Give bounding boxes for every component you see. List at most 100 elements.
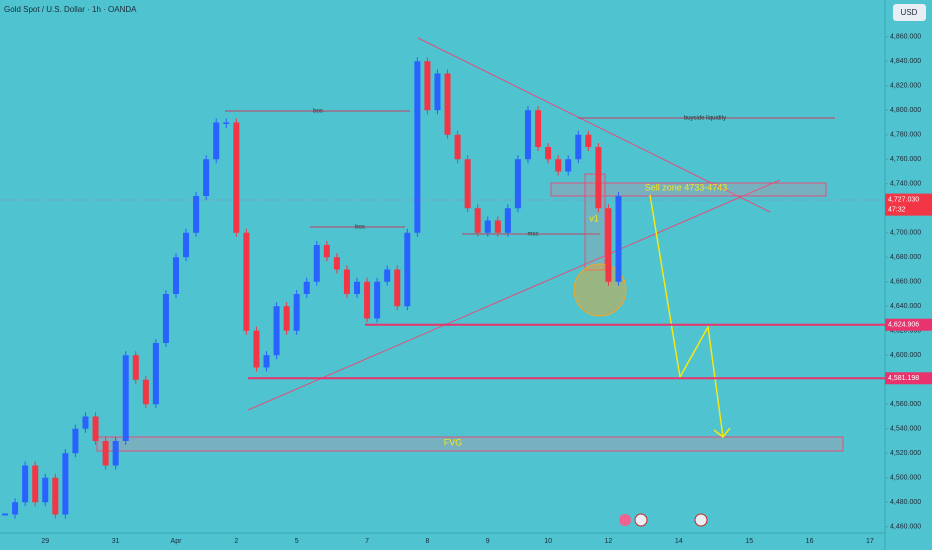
x-tick-label: 2 [234,538,238,545]
candle [92,416,99,441]
candle [233,122,240,233]
candle [193,195,200,233]
candle [263,355,270,368]
candle [152,342,159,405]
x-tick-label: 5 [295,538,299,545]
arrow-head [713,427,731,439]
candle [142,379,149,405]
candle [343,269,350,294]
candle [384,269,391,282]
candle [555,159,562,172]
y-tick-label: 4,460.000 [890,524,921,531]
annotation: FVG [444,437,463,447]
candle [364,281,371,319]
candle [213,122,220,160]
candle [72,428,79,454]
level-label: 4,581.198 [888,375,919,382]
x-tick-label: 15 [745,538,753,545]
event-icon[interactable] [694,513,708,527]
candle [374,281,381,319]
x-tick-label: 14 [675,538,683,545]
annotation: bos [355,225,365,231]
candle [303,281,310,294]
event-icon[interactable] [634,513,648,527]
candle [62,453,69,515]
chart-title: Gold Spot / U.S. Dollar · 1h · OANDA [4,5,137,14]
candle [414,61,421,233]
trend-line [247,179,781,411]
candle [545,146,552,160]
candle [354,281,361,294]
x-tick-label: 16 [806,538,814,545]
candle [172,257,179,294]
price-timer: 47:32 [888,206,906,213]
candle [12,502,19,515]
x-tick-label: 7 [365,538,369,545]
y-tick-label: 4,760.000 [890,156,921,163]
annotation: mss [528,232,539,238]
candle [52,477,59,515]
candle [394,269,401,307]
highlight-circle [573,263,627,317]
candle [162,293,169,343]
candle [444,73,451,135]
x-tick-label: 29 [41,538,49,545]
candle [474,208,481,233]
candle [243,232,250,331]
annotation: buyside liquidity [684,116,726,122]
candle [313,244,320,282]
event-icon[interactable] [619,514,631,526]
y-tick-label: 4,740.000 [890,181,921,188]
candle [504,208,511,233]
price-tag [885,193,932,216]
candle [32,465,39,503]
y-tick-label: 4,640.000 [890,303,921,310]
drawings [0,37,885,452]
x-tick-label: 31 [112,538,120,545]
candle [575,134,582,160]
candle [2,513,9,516]
candle [183,232,190,258]
candle [42,477,49,503]
candle [102,440,109,466]
y-tick-label: 4,780.000 [890,132,921,139]
candle [464,159,471,209]
y-tick-label: 4,680.000 [890,254,921,261]
candle [82,416,89,429]
annotation: Sell zone 4733-4743 [645,182,728,192]
x-tick-label: 9 [486,538,490,545]
candle [615,195,622,282]
y-tick-label: 4,700.000 [890,230,921,237]
candle [565,159,572,172]
candle [203,159,210,196]
candle [595,146,602,209]
candle [273,306,280,356]
x-tick-label: Apr [171,538,183,545]
candle [424,61,431,111]
candle [585,134,592,147]
sell-zone [550,182,827,197]
x-tick-label: 8 [425,538,429,545]
y-tick-label: 4,860.000 [890,34,921,41]
x-tick-label: 17 [866,538,874,545]
candle [434,73,441,111]
price-label: 4,727.030 [888,196,919,203]
candle [283,306,290,331]
level-tag [885,318,932,331]
y-tick-label: 4,520.000 [890,450,921,457]
currency[interactable]: USD [901,8,918,17]
y-tick-label: 4,560.000 [890,401,921,408]
candle [333,257,340,270]
candle [253,330,260,368]
candle [122,355,129,441]
currency-button[interactable] [893,4,926,21]
y-tick-label: 4,620.000 [890,328,921,335]
level-label: 4,624.906 [888,322,919,329]
candle [22,465,29,503]
candle [323,244,330,258]
x-tick-label: 10 [544,538,552,545]
projection-path [649,194,724,438]
